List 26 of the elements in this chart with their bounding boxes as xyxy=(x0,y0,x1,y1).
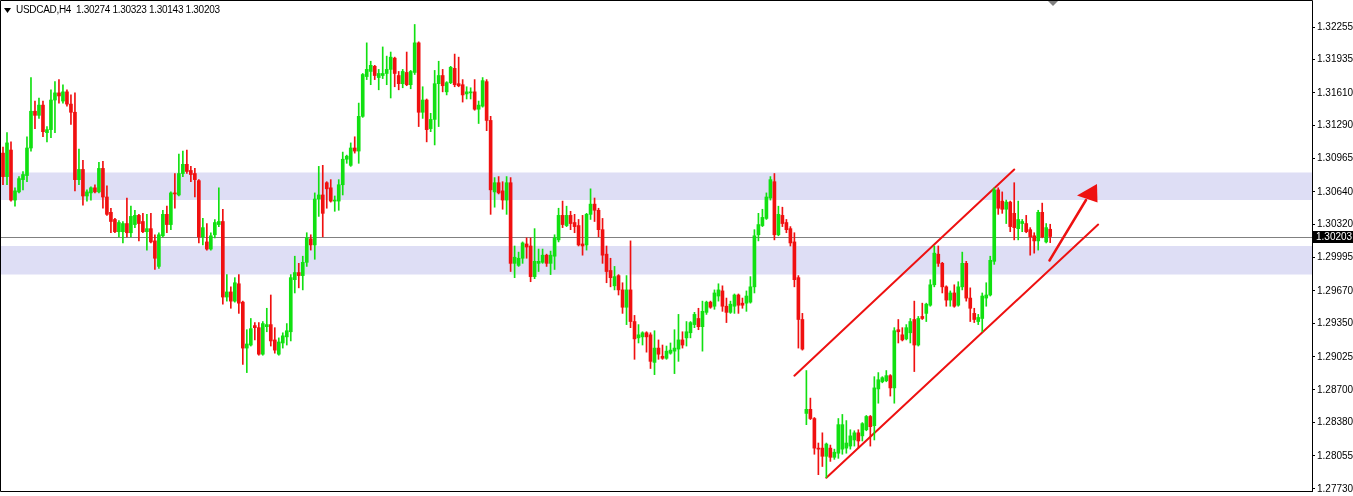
candlestick xyxy=(53,81,57,134)
y-tick-label: 1.29995 xyxy=(1317,251,1353,263)
y-tick-label: 1.30640 xyxy=(1317,185,1353,197)
candlestick xyxy=(1020,219,1025,233)
y-tick-label: 1.31935 xyxy=(1317,53,1353,65)
candlestick xyxy=(896,319,901,344)
candlestick xyxy=(33,100,37,129)
candlestick xyxy=(296,263,301,289)
y-tick-label: 1.31290 xyxy=(1317,119,1353,131)
y-tick-label: 1.29025 xyxy=(1317,350,1353,362)
ref-line-label: 1.30203 xyxy=(1316,231,1353,243)
candlestick xyxy=(145,214,149,251)
y-tick-label: 1.29350 xyxy=(1317,317,1353,329)
y-tick-label: 1.29670 xyxy=(1317,284,1353,296)
y-tick-label: 1.31610 xyxy=(1317,86,1353,98)
y-tick-label: 1.28380 xyxy=(1317,416,1353,428)
y-tick-label: 1.30320 xyxy=(1317,218,1353,230)
y-tick-label: 1.28700 xyxy=(1317,383,1353,395)
y-tick-label: 1.28055 xyxy=(1317,449,1353,461)
y-tick-label: 1.27730 xyxy=(1317,482,1353,494)
y-tick-label: 1.32255 xyxy=(1317,20,1353,32)
candlestick xyxy=(1012,182,1017,241)
chart-title: USDCAD,H4 1.30274 1.30323 1.30143 1.30203 xyxy=(16,4,220,16)
y-tick-label: 1.30965 xyxy=(1317,152,1353,164)
candlestick xyxy=(225,274,229,302)
candlestick xyxy=(920,302,925,320)
